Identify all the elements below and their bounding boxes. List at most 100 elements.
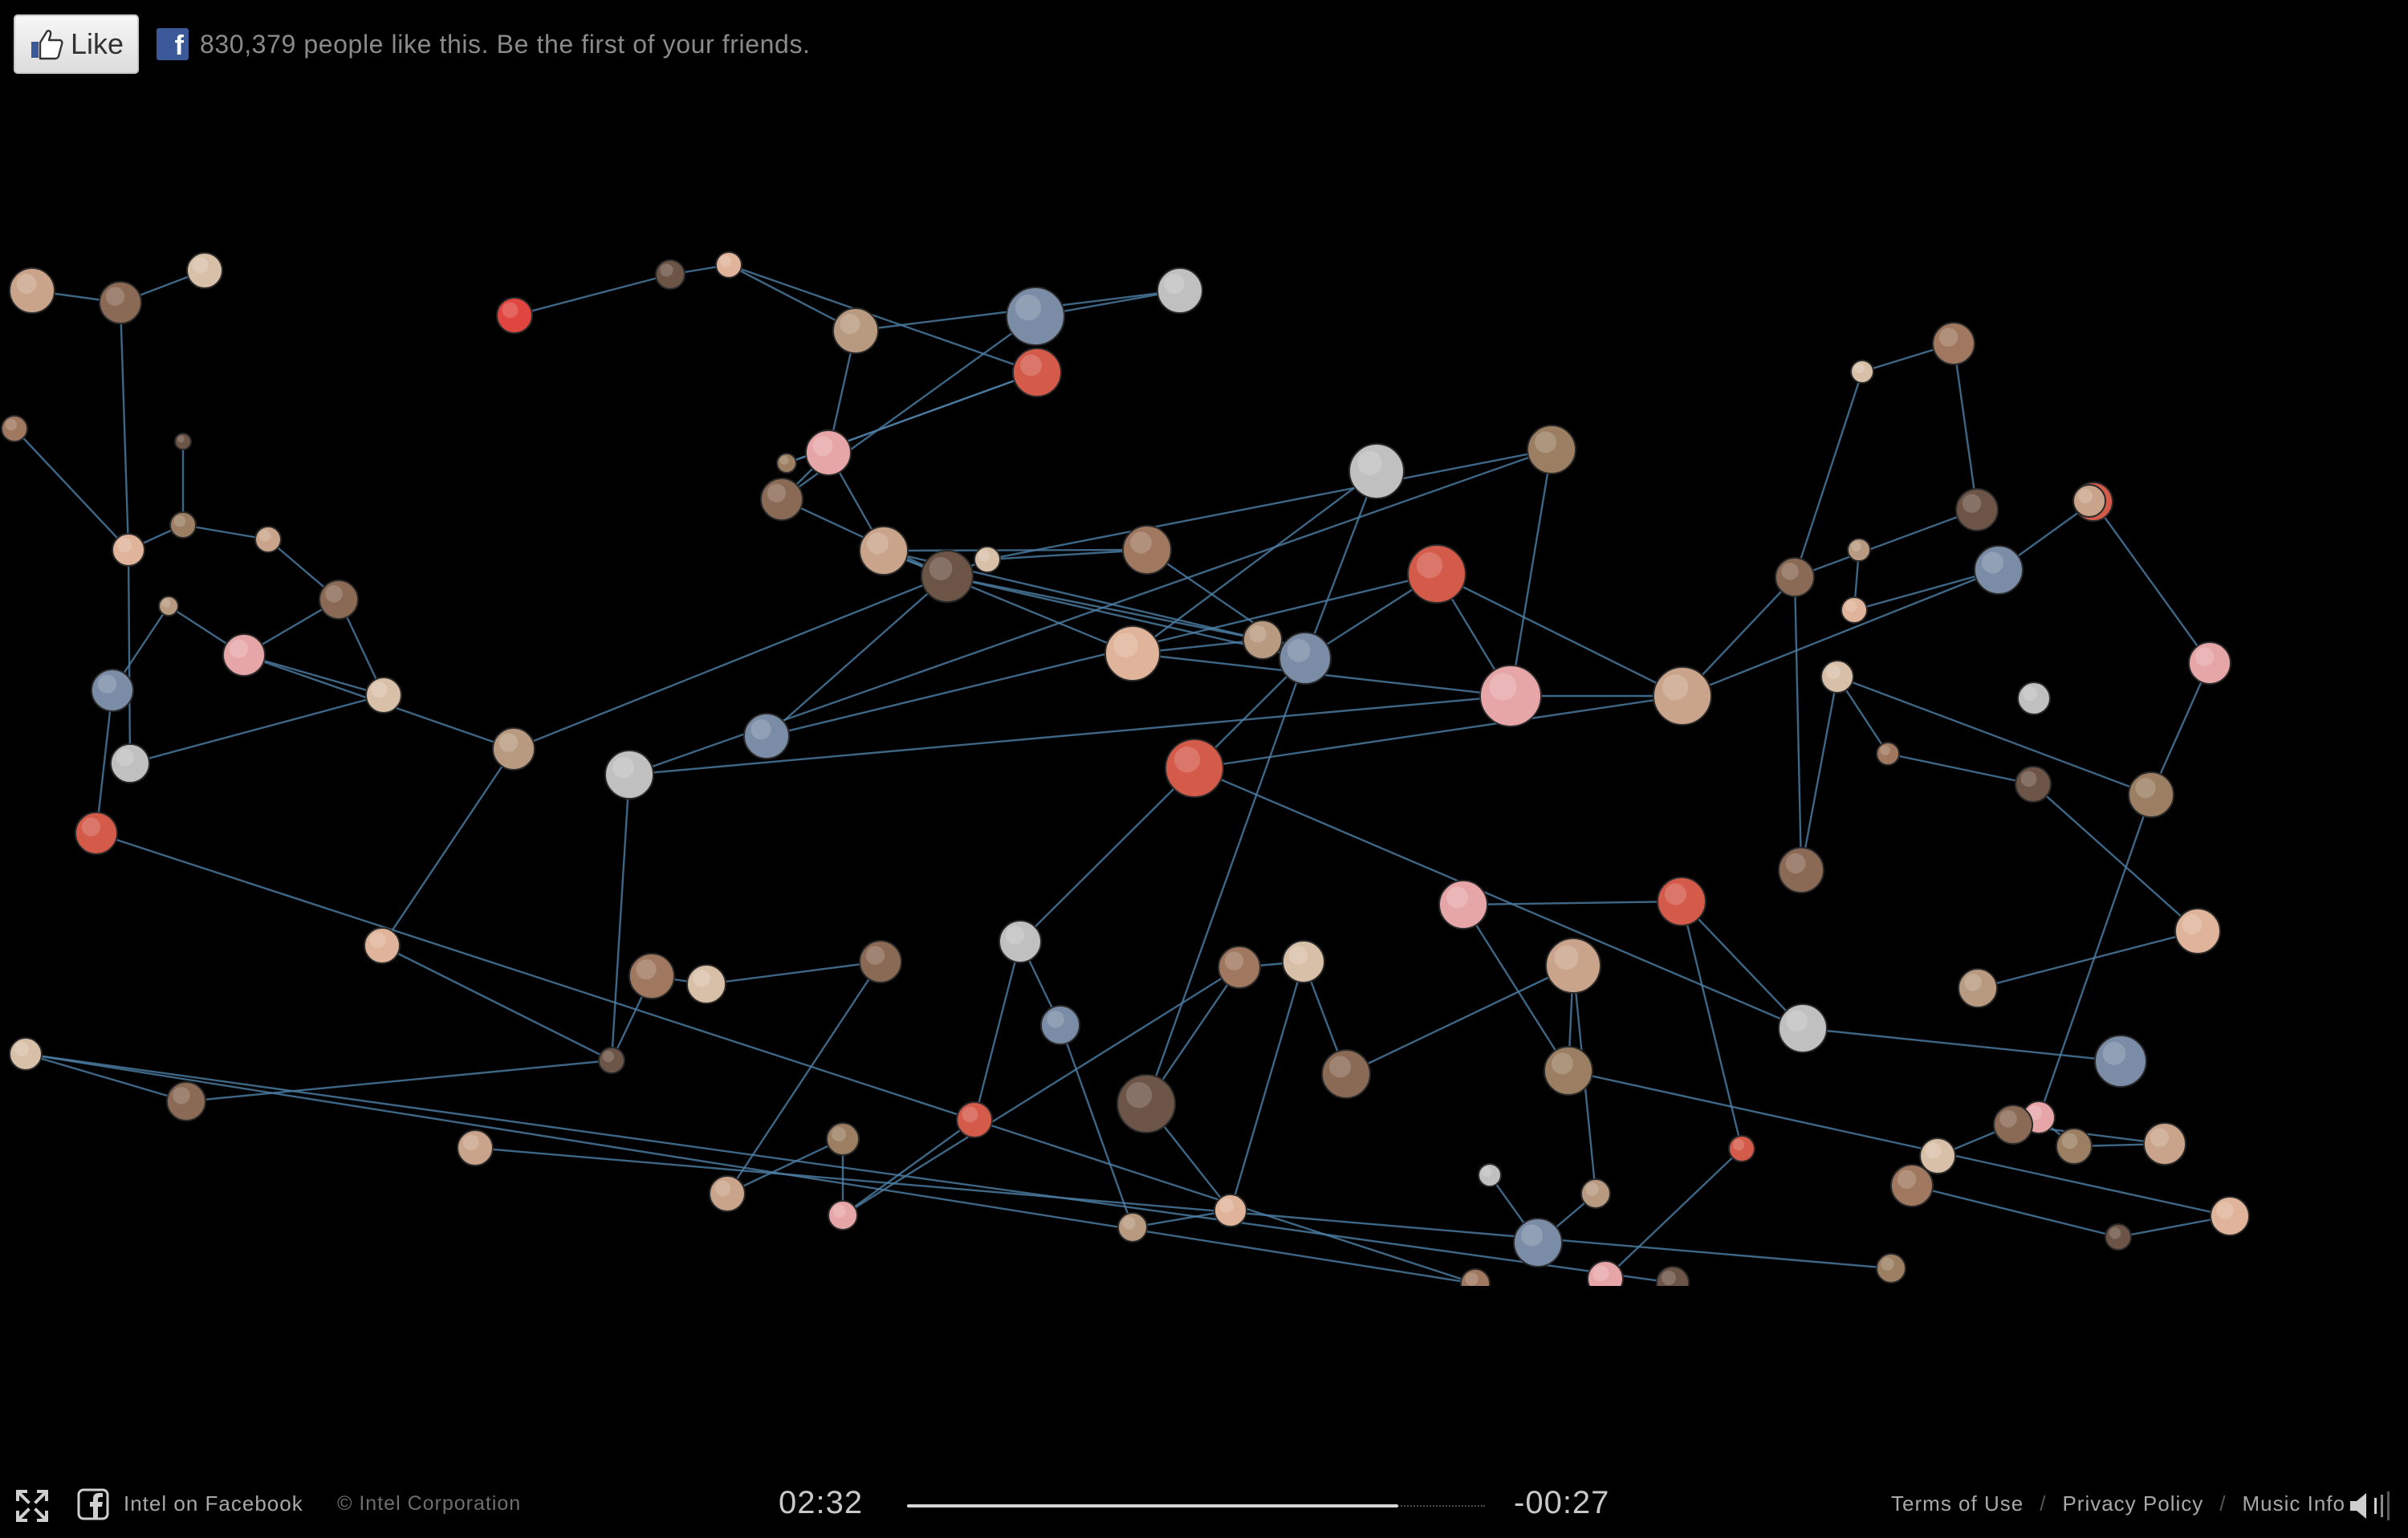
profile-photo-highlight	[1047, 1011, 1064, 1028]
network-edge	[127, 549, 132, 764]
intel-on-facebook-link[interactable]: Intel on Facebook	[124, 1491, 303, 1516]
profile-photo-highlight	[840, 314, 860, 335]
profile-photo-node	[1157, 267, 1203, 314]
profile-photo-highlight	[1224, 951, 1244, 970]
network-edge	[728, 263, 1038, 374]
network-graph	[1, 251, 2250, 1286]
network-edge	[1229, 961, 1305, 1211]
profile-photo-node	[1479, 665, 1542, 727]
like-button-label: Like	[70, 27, 124, 60]
volume-icon[interactable]	[2349, 1490, 2392, 1522]
profile-photo-node	[1545, 938, 1601, 994]
profile-photo-highlight	[1219, 1198, 1234, 1213]
terms-of-use-link[interactable]: Terms of Use	[1891, 1491, 2024, 1516]
profile-photo-node	[859, 940, 902, 983]
profile-photo-node	[2143, 1122, 2186, 1166]
profile-photo-node	[805, 429, 852, 476]
network-edge	[381, 748, 515, 946]
profile-photo-node	[1527, 425, 1576, 474]
profile-photo-highlight	[1897, 1170, 1917, 1189]
progress-fill	[907, 1504, 1398, 1507]
network-edge	[1462, 904, 1570, 1072]
profile-photo-node	[1165, 738, 1224, 798]
profile-photo-node	[319, 580, 359, 620]
profile-photo-node	[112, 533, 145, 567]
profile-photo-highlight	[16, 274, 37, 295]
profile-photo-highlight	[867, 532, 889, 555]
profile-photo-node	[686, 964, 726, 1004]
network-edge	[1793, 371, 1864, 578]
profile-photo-highlight	[371, 682, 388, 698]
profile-photo-highlight	[1786, 1010, 1808, 1032]
link-separator: /	[2040, 1491, 2047, 1516]
network-edge	[1059, 1024, 1134, 1228]
profile-photo-highlight	[2023, 686, 2037, 701]
profile-photo-highlight	[1785, 853, 1806, 874]
profile-photo-node	[776, 453, 797, 474]
fullscreen-icon[interactable]	[14, 1488, 50, 1524]
profile-photo-node	[1778, 847, 1824, 893]
profile-photo-node	[365, 677, 402, 714]
network-edge	[946, 575, 1263, 641]
network-edge	[185, 1059, 612, 1103]
profile-photo-highlight	[229, 639, 249, 658]
network-edge	[474, 1146, 1892, 1270]
profile-photo-node	[598, 1047, 625, 1074]
profile-photo-node	[1006, 287, 1065, 346]
profile-photo-highlight	[369, 932, 386, 949]
profile-photo-node	[222, 633, 266, 677]
profile-photo-highlight	[1489, 673, 1517, 701]
profile-photo-node	[2128, 771, 2174, 818]
like-button[interactable]: Like	[14, 14, 139, 74]
playback-progress-bar[interactable]	[907, 1503, 1485, 1508]
profile-photo-highlight	[1125, 1082, 1153, 1109]
profile-photo-highlight	[1249, 625, 1267, 643]
profile-photo-node	[1513, 1218, 1563, 1267]
network-edge	[1019, 657, 1306, 942]
profile-photo-node	[1653, 666, 1712, 726]
profile-photo-node	[655, 259, 685, 290]
profile-photo-node	[760, 478, 803, 521]
profile-photo-highlight	[750, 719, 771, 740]
profile-photo-highlight	[502, 302, 519, 319]
profile-photo-node	[1728, 1135, 1755, 1162]
profile-photo-highlight	[1999, 1110, 2017, 1128]
profile-photo-node	[492, 727, 535, 771]
privacy-policy-link[interactable]: Privacy Policy	[2062, 1491, 2204, 1516]
profile-photo-highlight	[1982, 551, 2003, 574]
profile-photo-node	[1955, 488, 1999, 531]
profile-photo-node	[166, 1081, 206, 1121]
profile-photo-node	[1544, 1046, 1593, 1096]
profile-photo-highlight	[602, 1051, 615, 1063]
network-edge	[628, 694, 1511, 776]
profile-photo-node	[1478, 1163, 1502, 1187]
profile-photo-highlight	[1554, 945, 1579, 970]
profile-photo-node	[1214, 1194, 1247, 1227]
profile-photo-node	[9, 267, 55, 314]
player-controls: Intel on Facebook © Intel Corporation 02…	[0, 1477, 2408, 1530]
profile-photo-node	[604, 750, 654, 800]
network-edge	[96, 832, 1476, 1285]
profile-photo-highlight	[2150, 1128, 2170, 1147]
network-edge	[1794, 508, 1978, 579]
network-edge	[129, 694, 384, 765]
profile-photo-highlight	[2135, 778, 2156, 799]
profile-photo-highlight	[97, 674, 117, 694]
profile-photo-node	[1775, 557, 1815, 597]
network-edge	[243, 653, 384, 697]
network-edge	[1853, 568, 1999, 612]
music-info-link[interactable]: Music Info	[2242, 1491, 2345, 1516]
profile-photo-node	[1890, 1164, 1934, 1207]
profile-photo-node	[1587, 1260, 1624, 1286]
network-edge	[842, 966, 1240, 1217]
profile-photo-highlight	[1465, 1272, 1479, 1286]
network-edge	[1682, 568, 1999, 698]
profile-photo-node	[2017, 682, 2051, 715]
network-edge	[610, 774, 631, 1061]
profile-photo-highlight	[1113, 633, 1138, 658]
profile-photo-highlight	[1665, 883, 1686, 905]
network-edge	[986, 548, 1148, 561]
network-edge	[842, 1119, 975, 1216]
facebook-icon[interactable]	[77, 1488, 109, 1520]
profile-photo-highlight	[2020, 771, 2037, 787]
